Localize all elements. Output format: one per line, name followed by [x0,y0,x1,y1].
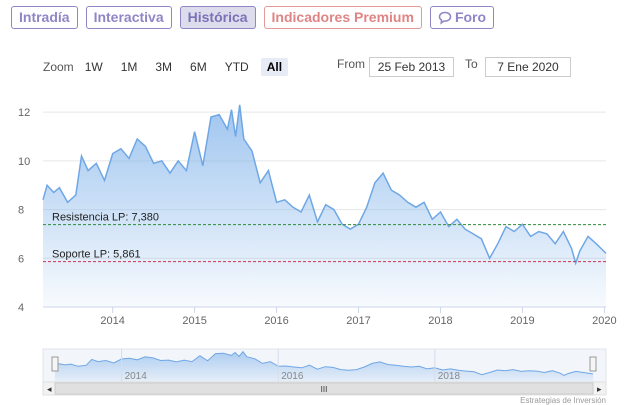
zoom-ytd-button[interactable]: YTD [224,60,249,74]
navigator-left-handle[interactable] [51,356,59,372]
zoom-1w-button[interactable]: 1W [84,60,103,74]
price-area [43,104,606,308]
x-tick-label: 2016 [264,315,288,327]
reference-lines: Resistencia LP: 7,380 Soporte LP: 5,861 [43,212,606,263]
y-axis-labels: 4 6 8 10 12 [18,107,30,314]
tab-interactiva-label: Interactiva [93,9,164,25]
tab-foro-label: Foro [454,9,487,25]
y-tick-label: 4 [18,302,24,314]
range-to-input[interactable]: 7 Ene 2020 [485,57,571,77]
zoom-1m-button[interactable]: 1M [120,60,138,74]
range-from-input[interactable]: 25 Feb 2013 [369,57,454,77]
zoom-6m-button[interactable]: 6M [190,60,207,74]
scrollbar-thumb[interactable] [54,382,594,395]
tab-historica[interactable]: Histórica [179,6,256,29]
x-tick-label: 2019 [510,315,534,327]
navigator-label: 2018 [438,371,461,382]
range-to-label: To [465,57,478,71]
y-tick-label: 12 [18,107,30,119]
scroll-left-arrow-icon[interactable]: ◂ [47,385,52,395]
tab-premium-label: Indicadores Premium [271,9,414,25]
y-tick-label: 6 [18,253,24,265]
zoom-controls: Zoom 1W 1M 3M 6M YTD All [43,58,294,76]
tab-intradia-label: Intradía [19,9,70,25]
x-tick-label: 2018 [428,315,452,327]
scrollbar-grip-icon: III [321,385,328,394]
x-axis-labels: 2014 2015 2016 2017 2018 2019 2020 [100,307,617,327]
tab-bar: Intradía Interactiva Histórica Indicador… [11,6,495,29]
tab-indicadores-premium[interactable]: Indicadores Premium [263,6,422,29]
tab-interactiva[interactable]: Interactiva [85,6,172,29]
x-tick-label: 2015 [182,315,206,327]
tab-historica-label: Histórica [187,9,248,25]
tab-intradia[interactable]: Intradía [11,6,78,29]
support-label: Soporte LP: 5,861 [52,249,141,261]
price-line [42,104,607,266]
navigator-right-handle[interactable] [589,356,597,372]
credit-text: Estrategias de Inversión [520,396,606,405]
zoom-all-button[interactable]: All [260,58,289,76]
navigator-label: 2014 [125,371,148,382]
navigator-line [54,350,594,376]
navigator[interactable]: 2014 2016 2018 III ◂ ▸ [42,348,607,396]
x-tick-label: 2017 [346,315,370,327]
chat-bubble-icon [438,11,452,25]
scroll-right-arrow-icon[interactable]: ▸ [597,385,602,395]
range-from-label: From [337,57,365,71]
zoom-3m-button[interactable]: 3M [155,60,173,74]
navigator-label: 2016 [281,371,304,382]
x-tick-label: 2020 [592,315,616,327]
zoom-label: Zoom [43,60,74,74]
resistance-label: Resistencia LP: 7,380 [52,212,159,224]
tab-foro[interactable]: Foro [429,6,495,29]
y-tick-label: 10 [18,156,30,168]
x-tick-label: 2014 [100,315,124,327]
y-tick-label: 8 [18,205,24,217]
navigator-area [55,351,593,382]
